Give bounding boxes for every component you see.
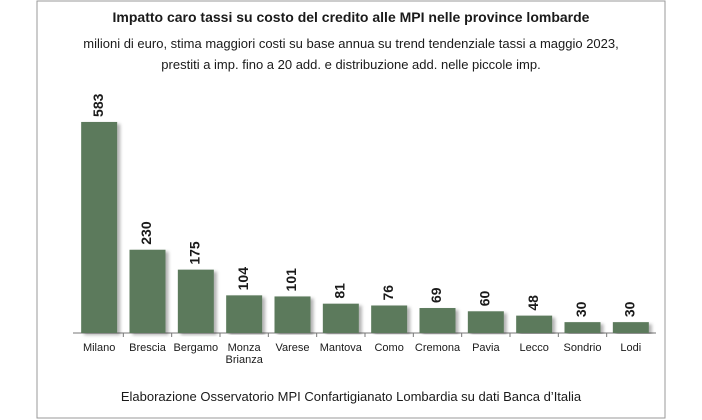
bar <box>564 322 601 333</box>
bar <box>322 303 359 333</box>
x-tick-label: Pavia <box>472 342 500 354</box>
x-tick-label: Como <box>374 342 403 354</box>
bar <box>516 315 553 333</box>
bar <box>274 296 311 333</box>
value-label: 30 <box>622 301 638 317</box>
x-tick-label: Mantova <box>320 342 363 354</box>
value-label: 76 <box>380 285 396 301</box>
x-tick-label: Monza Brianza <box>226 342 264 366</box>
chart-subtitle: milioni di euro, stima maggiori costi su… <box>83 36 618 51</box>
value-label: 48 <box>525 295 541 311</box>
value-label: 69 <box>428 287 444 303</box>
value-label: 175 <box>187 241 203 265</box>
bar <box>419 308 456 333</box>
x-tick-label: Sondrio <box>564 342 602 354</box>
x-tick-label: Varese <box>275 342 309 354</box>
value-label: 101 <box>283 268 299 292</box>
x-tick-label: Lodi <box>620 342 641 354</box>
source-note: Elaborazione Osservatorio MPI Confartigi… <box>121 389 582 404</box>
bar <box>177 269 214 333</box>
x-tick-label: Cremona <box>415 342 461 354</box>
bar <box>81 121 118 333</box>
x-tick-label: Bergamo <box>174 342 219 354</box>
value-label: 104 <box>235 267 251 291</box>
bar <box>371 305 408 333</box>
value-label: 30 <box>573 301 589 317</box>
value-label: 583 <box>90 93 106 117</box>
value-label: 230 <box>138 221 154 245</box>
chart-subtitle: prestiti a imp. fino a 20 add. e distrib… <box>161 57 540 72</box>
bar <box>612 322 649 333</box>
chart-title: Impatto caro tassi su costo del credito … <box>113 9 590 25</box>
value-label: 81 <box>332 283 348 299</box>
bar <box>129 249 166 333</box>
x-tick-label: Milano <box>83 342 115 354</box>
x-tick-label: Brescia <box>129 342 167 354</box>
value-label: 60 <box>477 290 493 306</box>
bar <box>467 311 504 333</box>
bar <box>226 295 263 333</box>
x-tick-label: Lecco <box>519 342 548 354</box>
frame <box>36 0 666 419</box>
